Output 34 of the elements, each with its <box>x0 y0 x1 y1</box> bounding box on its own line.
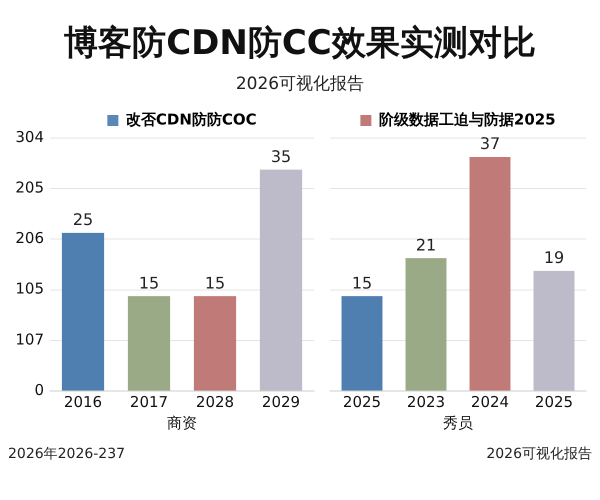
data-label: 19 <box>544 248 564 267</box>
data-label: 15 <box>138 273 160 292</box>
data-label: 21 <box>416 235 436 254</box>
data-label: 37 <box>480 134 500 154</box>
chart-subtitle: 2026可视化报告 <box>234 73 366 95</box>
text: 2026年2026-237 <box>8 445 126 463</box>
text: 0 <box>34 380 44 399</box>
text: 206 <box>15 229 44 248</box>
legend-label: 改否CDN防防COC <box>126 110 257 128</box>
x-axis-title: 秀员 <box>443 414 473 432</box>
x-tick-label: 2028 <box>196 392 234 411</box>
bar <box>406 258 446 390</box>
bar <box>470 156 510 390</box>
bar <box>534 270 574 390</box>
chart-title: 博客防CDN防CC效果实测对比 <box>63 22 537 65</box>
x-tick-label: 2023 <box>406 392 446 411</box>
text: 107 <box>15 330 44 348</box>
text: 2026可视化报告 <box>485 445 592 463</box>
data-label: 35 <box>270 146 292 166</box>
data-label: 25 <box>72 210 94 230</box>
x-tick-label: 2016 <box>64 392 102 411</box>
text: 205 <box>15 178 44 196</box>
data-label: 15 <box>204 273 226 292</box>
x-tick-label: 2024 <box>470 392 510 411</box>
x-axis-title: 商资 <box>167 414 197 432</box>
x-tick-label: 2029 <box>262 392 300 411</box>
text: 105 <box>15 280 44 298</box>
legend-label: 阶级数据工迫与防据2025 <box>378 110 556 128</box>
bar <box>342 296 382 390</box>
x-tick-label: 2025 <box>342 392 382 411</box>
text: 304 <box>15 128 44 146</box>
x-tick-label: 2017 <box>130 392 168 411</box>
x-tick-label: 2025 <box>534 392 574 411</box>
data-label: 15 <box>352 273 372 292</box>
